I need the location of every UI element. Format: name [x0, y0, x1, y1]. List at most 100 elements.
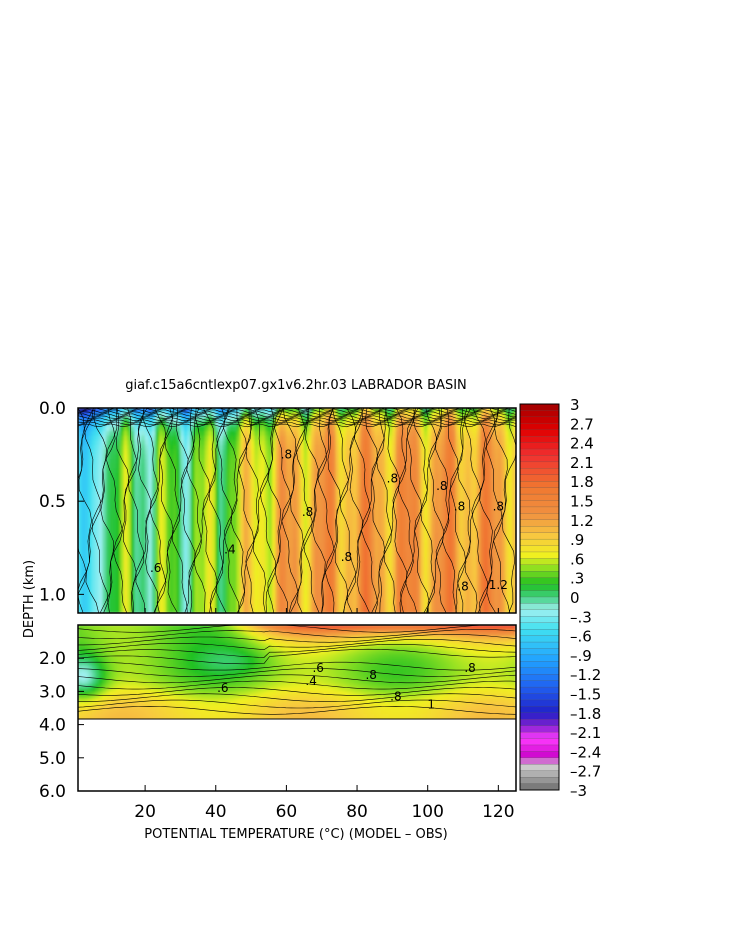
heatmap-cell: [466, 533, 471, 539]
heatmap-cell: [335, 589, 340, 595]
heatmap-cell: [381, 426, 386, 432]
heatmap-cell: [490, 472, 496, 479]
heatmap-cell: [155, 584, 160, 591]
heatmap-cell: [173, 430, 178, 437]
heatmap-cell: [462, 468, 467, 474]
heatmap-cell: [183, 486, 188, 493]
heatmap-cell: [490, 556, 496, 563]
heatmap-cell: [494, 449, 499, 455]
heatmap-cell: [275, 566, 280, 572]
heatmap-cell: [437, 458, 443, 465]
heatmap-cell: [204, 589, 209, 595]
heatmap-cell: [151, 589, 157, 595]
heatmap-cell: [180, 519, 185, 525]
heatmap-cell: [349, 491, 354, 497]
heatmap-cell: [123, 584, 128, 591]
heatmap-cell: [314, 444, 319, 451]
heatmap-cell: [194, 477, 199, 483]
heatmap-cell: [494, 463, 499, 469]
heatmap-cell: [158, 542, 164, 549]
heatmap-cell: [448, 435, 453, 441]
heatmap-cell: [229, 454, 234, 460]
heatmap-cell: [148, 580, 153, 586]
heatmap-cell: [324, 533, 330, 539]
heatmap-cell: [116, 580, 121, 586]
heatmap-cell: [494, 458, 499, 465]
heatmap-cell: [236, 528, 241, 535]
heatmap-cell: [473, 570, 478, 577]
heatmap-cell: [370, 412, 376, 418]
heatmap-cell: [222, 552, 227, 558]
heatmap-cell: [508, 552, 513, 558]
heatmap-cell: [430, 454, 436, 460]
heatmap-cell: [324, 580, 330, 586]
heatmap-cell: [144, 472, 149, 479]
heatmap-cell: [187, 584, 192, 591]
heatmap-cell: [233, 440, 238, 446]
heatmap-cell: [512, 482, 516, 488]
heatmap-cell: [286, 542, 291, 549]
heatmap-cell: [102, 458, 107, 465]
heatmap-cell: [81, 482, 86, 488]
heatmap-cell: [286, 426, 291, 432]
heatmap-cell: [508, 533, 513, 539]
heatmap-cell: [229, 463, 234, 469]
heatmap-cell: [268, 575, 273, 581]
heatmap-cell: [204, 477, 209, 483]
heatmap-cell: [201, 552, 206, 558]
heatmap-cell: [279, 440, 284, 446]
heatmap-cell: [395, 500, 400, 507]
heatmap-cell: [120, 580, 125, 586]
heatmap-cell: [377, 519, 383, 525]
heatmap-cell: [250, 570, 255, 577]
heatmap-cell: [123, 472, 128, 479]
heatmap-cell: [257, 538, 262, 544]
heatmap-cell: [166, 468, 171, 474]
heatmap-cell: [201, 491, 206, 497]
heatmap-cell: [399, 542, 404, 549]
heatmap-cell: [91, 566, 96, 572]
heatmap-cell: [215, 547, 220, 553]
heatmap-cell: [367, 538, 372, 544]
heatmap-cell: [91, 435, 96, 441]
heatmap-cell: [88, 435, 93, 441]
heatmap-cell: [466, 472, 471, 479]
heatmap-cell: [335, 444, 340, 451]
heatmap-cell: [476, 426, 481, 432]
heatmap-cell: [130, 435, 135, 441]
heatmap-cell: [339, 575, 344, 581]
heatmap-cell: [385, 538, 390, 544]
heatmap-cell: [279, 510, 284, 516]
heatmap-cell: [367, 426, 372, 432]
heatmap-cell: [109, 491, 114, 497]
heatmap-cell: [95, 556, 100, 563]
heatmap-cell: [264, 500, 270, 507]
heatmap-cell: [363, 575, 368, 581]
heatmap-cell: [95, 412, 100, 418]
heatmap-cell: [180, 463, 185, 469]
heatmap-cell: [130, 580, 135, 586]
heatmap-cell: [406, 491, 411, 497]
heatmap-cell: [229, 491, 234, 497]
heatmap-cell: [356, 440, 361, 446]
heatmap-cell: [91, 412, 96, 418]
heatmap-cell: [328, 547, 333, 553]
heatmap-cell: [399, 435, 404, 441]
heatmap-cell: [307, 477, 312, 483]
heatmap-cell: [169, 472, 174, 479]
heatmap-cell: [134, 472, 139, 479]
heatmap-cell: [300, 510, 305, 516]
heatmap-cell: [215, 491, 220, 497]
heatmap-cell: [434, 505, 439, 511]
heatmap-cell: [314, 556, 319, 563]
heatmap-cell: [342, 412, 347, 418]
heatmap-cell: [243, 408, 248, 413]
heatmap-cell: [310, 542, 315, 549]
heatmap-cell: [109, 430, 114, 437]
heatmap-cell: [498, 482, 503, 488]
heatmap-cell: [416, 500, 421, 507]
heatmap-cell: [137, 435, 142, 441]
heatmap-cell: [307, 538, 312, 544]
heatmap-cell: [448, 458, 453, 465]
heatmap-cell: [148, 482, 153, 488]
